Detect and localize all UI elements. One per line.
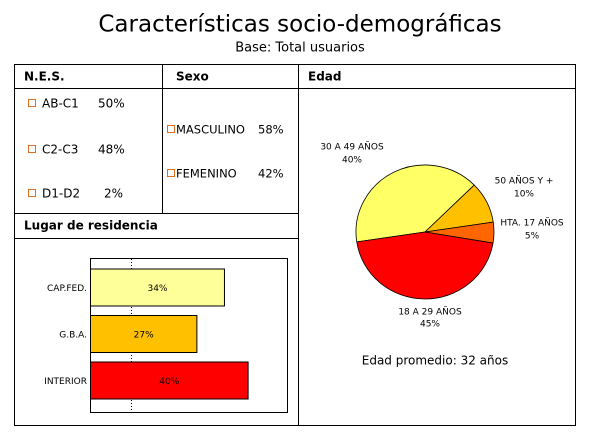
annotation: Edad promedio: 32 años bbox=[362, 354, 508, 368]
item-value: 42% bbox=[258, 167, 284, 181]
bar-value-label: 40% bbox=[159, 377, 179, 387]
bullet bbox=[28, 145, 36, 153]
bar bbox=[90, 315, 198, 353]
item-label: D1-D2 bbox=[42, 187, 80, 201]
item-label: C2-C3 bbox=[42, 143, 78, 157]
slice-label: 30 A 49 AÑOS bbox=[320, 142, 384, 153]
panel-header: Lugar de residencia bbox=[24, 219, 158, 233]
page-subtitle: Base: Total usuarios bbox=[235, 41, 365, 56]
bullet bbox=[28, 99, 36, 107]
panel-header: N.E.S. bbox=[24, 70, 65, 84]
item-label: AB-C1 bbox=[42, 97, 79, 111]
panel-header: Edad bbox=[308, 70, 341, 84]
item-value: 50% bbox=[98, 97, 125, 111]
slice-label: 18 A 29 AÑOS bbox=[398, 307, 462, 318]
item-label: MASCULINO bbox=[176, 123, 245, 137]
slice-value-label: 45% bbox=[420, 320, 440, 330]
slice-value-label: 40% bbox=[342, 156, 362, 166]
slice-value-label: 5% bbox=[525, 232, 540, 242]
category-label: G.B.A. bbox=[59, 331, 87, 341]
bullet bbox=[28, 189, 36, 197]
bullet bbox=[167, 125, 175, 133]
bullet bbox=[167, 169, 175, 177]
category-label: INTERIOR bbox=[44, 377, 87, 387]
page-title: Características socio-demográficas bbox=[98, 12, 501, 38]
slice-value-label: 10% bbox=[514, 190, 534, 200]
item-value: 2% bbox=[104, 187, 123, 201]
item-label: FEMENINO bbox=[176, 167, 237, 181]
bar-value-label: 27% bbox=[134, 331, 154, 341]
slice-label: 50 AÑOS Y + bbox=[495, 176, 554, 187]
bar bbox=[90, 268, 225, 307]
category-label: CAP.FED. bbox=[47, 284, 87, 294]
pie-slice bbox=[355, 164, 475, 243]
pie-slice bbox=[356, 231, 494, 300]
slice-label: HTA. 17 AÑOS bbox=[500, 218, 564, 229]
bar bbox=[90, 361, 249, 400]
frame bbox=[14, 64, 576, 426]
item-value: 48% bbox=[98, 143, 125, 157]
item-value: 58% bbox=[258, 123, 284, 137]
panel-header: Sexo bbox=[176, 70, 209, 84]
bar-value-label: 34% bbox=[147, 284, 167, 294]
